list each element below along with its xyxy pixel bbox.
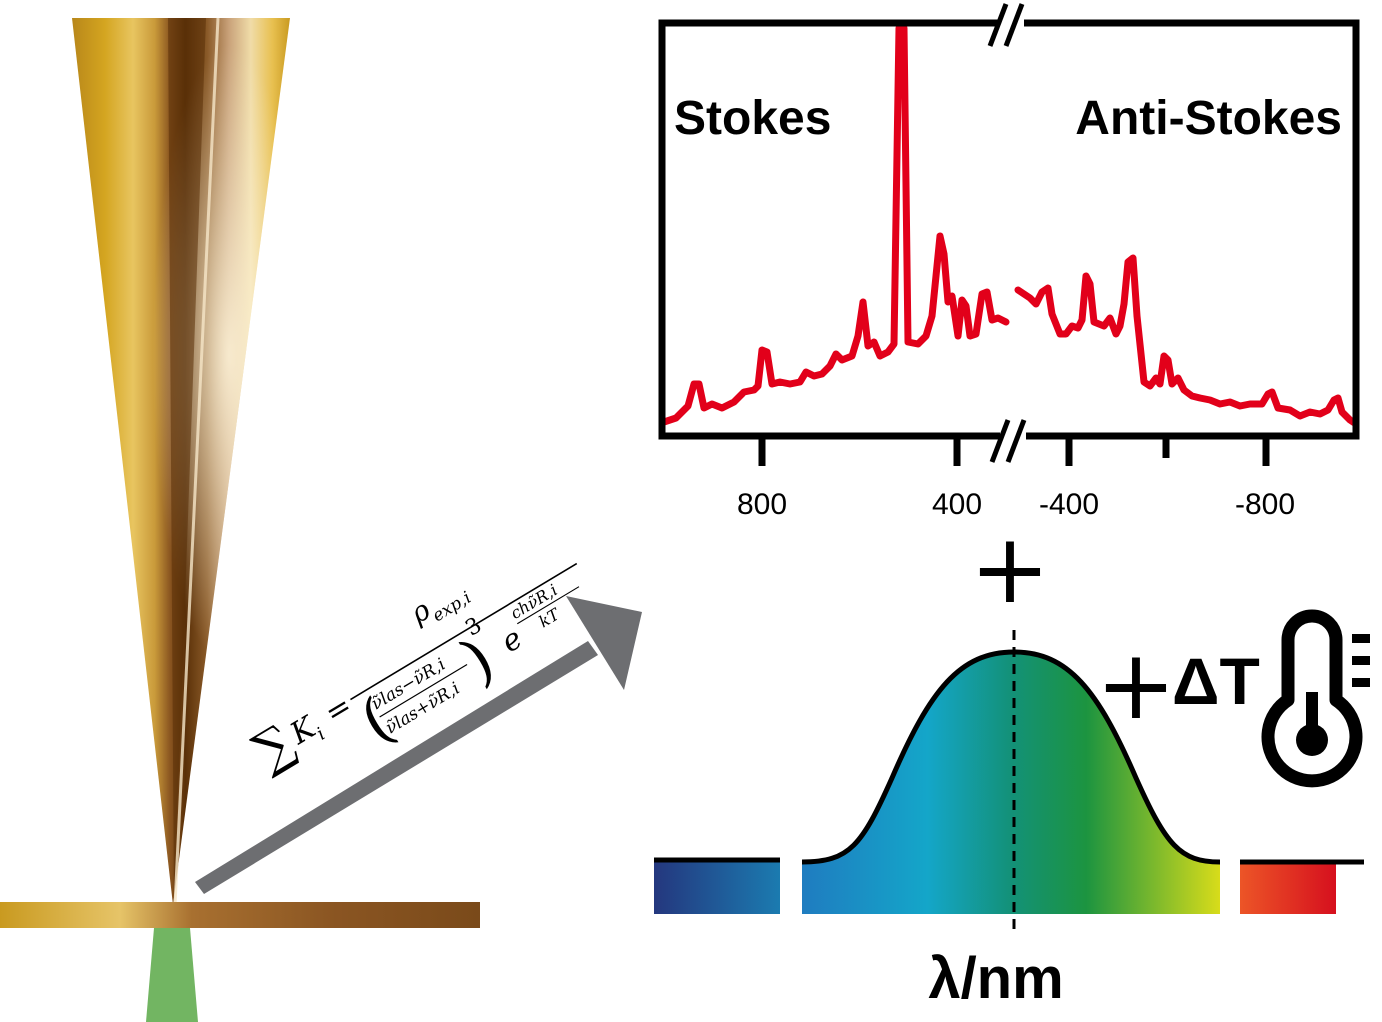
tick-label-400: 400: [932, 488, 982, 521]
eq-exp-base: e: [495, 621, 528, 660]
plus-sign-top: +: [970, 513, 1050, 625]
blue-band: [654, 860, 780, 914]
axis-break-top: [987, 3, 1025, 47]
thermometer-bulb: [1296, 724, 1328, 756]
emission-spectrum: λ/nm: [654, 630, 1364, 1011]
plus-sign-delta: +: [1096, 629, 1176, 741]
gaussian-peak: [802, 652, 1220, 914]
spectrum-frame-top-left: [658, 19, 1000, 440]
sample-bar: [0, 902, 480, 928]
eq-fraction-bar: [350, 562, 578, 701]
thermometer-outline: [1261, 609, 1363, 788]
axis-break-bottom: [989, 419, 1027, 463]
eq-den-bar: [379, 663, 468, 718]
stokes-label: Stokes: [674, 92, 831, 145]
tick-label-neg400: -400: [1039, 488, 1099, 521]
thermometer-stem: [1306, 692, 1318, 736]
tick-label-neg800: -800: [1235, 488, 1295, 521]
axis-ticks: [758, 436, 1270, 466]
laser-beam: [146, 928, 198, 1022]
spectrum-frame-top-right: [1024, 19, 1360, 440]
arrow-head: [566, 596, 642, 690]
arrow-shaft: [195, 641, 598, 894]
tick-label-800: 800: [737, 488, 787, 521]
tip-dark-stripe: [168, 18, 206, 905]
antistokes-label: Anti-Stokes: [1075, 92, 1342, 145]
delta-t-label: ΔT: [1172, 644, 1260, 718]
thermometer-scale: [1352, 634, 1370, 687]
eq-exp-bar: [516, 586, 580, 625]
probe-tip: [72, 17, 290, 906]
red-band: [1240, 862, 1336, 914]
arrow: [195, 596, 642, 894]
wavelength-axis-label: λ/nm: [928, 946, 1063, 1011]
spectrum-antistokes-line: [1014, 254, 1356, 428]
tip-shine-line: [173, 17, 220, 906]
spectrum-stokes-line: [662, 24, 1010, 426]
thermometer-icon: [1261, 609, 1370, 788]
spectrum-plot: 800 400 -400 -800 Stokes Anti-Stokes: [658, 3, 1360, 521]
